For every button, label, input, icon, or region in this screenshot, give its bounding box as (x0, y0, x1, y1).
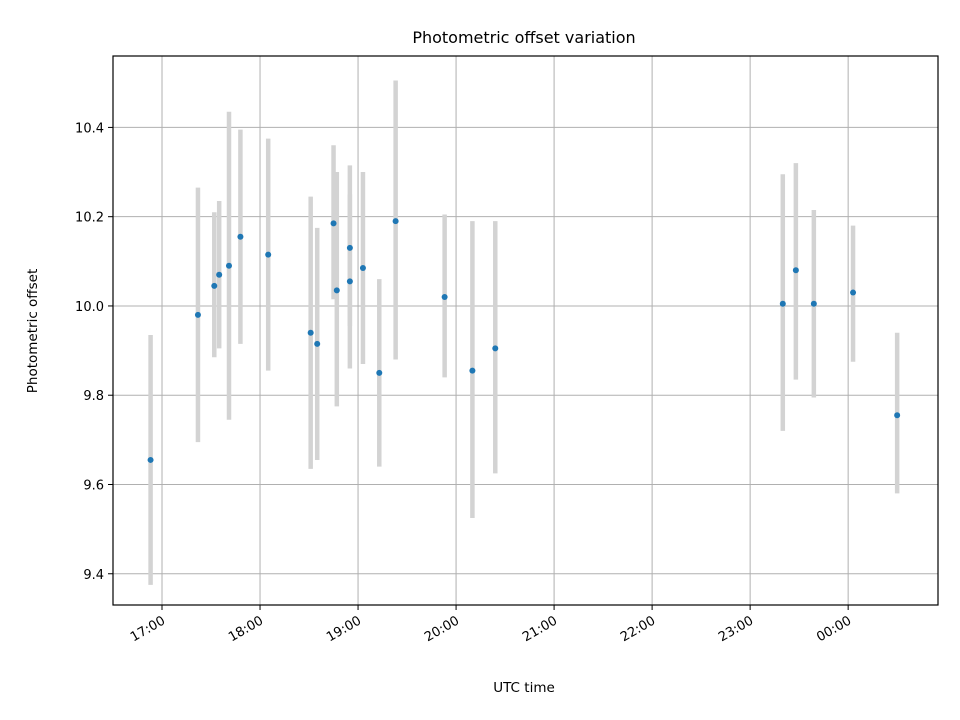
y-axis-ticks: 9.4 9.6 9.8 10.0 10.2 10.4 (75, 121, 113, 583)
data-point (492, 345, 499, 352)
data-points (147, 218, 901, 463)
data-point (792, 267, 799, 274)
data-point (307, 329, 314, 336)
chart-title: Photometric offset variation (412, 28, 635, 47)
data-point (469, 367, 476, 374)
data-point (779, 300, 786, 307)
data-point (441, 294, 448, 301)
y-tick-label: 10.0 (75, 300, 104, 315)
data-point (346, 244, 353, 251)
data-point (330, 220, 337, 227)
data-point (314, 340, 321, 347)
data-point (850, 289, 857, 296)
data-point (810, 300, 817, 307)
y-tick-label: 10.2 (75, 211, 104, 226)
data-point (237, 233, 244, 240)
x-axis-label: UTC time (493, 680, 555, 696)
y-tick-label: 9.8 (83, 389, 104, 404)
data-point (194, 311, 201, 318)
y-tick-label: 10.4 (75, 121, 104, 136)
data-point (333, 287, 340, 294)
data-point (211, 282, 218, 289)
data-point (265, 251, 272, 258)
plot-frame (112, 55, 939, 606)
data-point (359, 265, 366, 272)
data-point (346, 278, 353, 285)
data-point (376, 369, 383, 376)
y-tick-label: 9.6 (83, 478, 104, 493)
grid (113, 56, 938, 605)
y-axis-label: Photometric offset (25, 269, 41, 393)
data-point (147, 456, 154, 463)
data-point (216, 271, 223, 278)
data-point (225, 262, 232, 269)
data-point (392, 218, 399, 225)
y-tick-label: 9.4 (83, 568, 104, 583)
data-point (894, 412, 901, 419)
